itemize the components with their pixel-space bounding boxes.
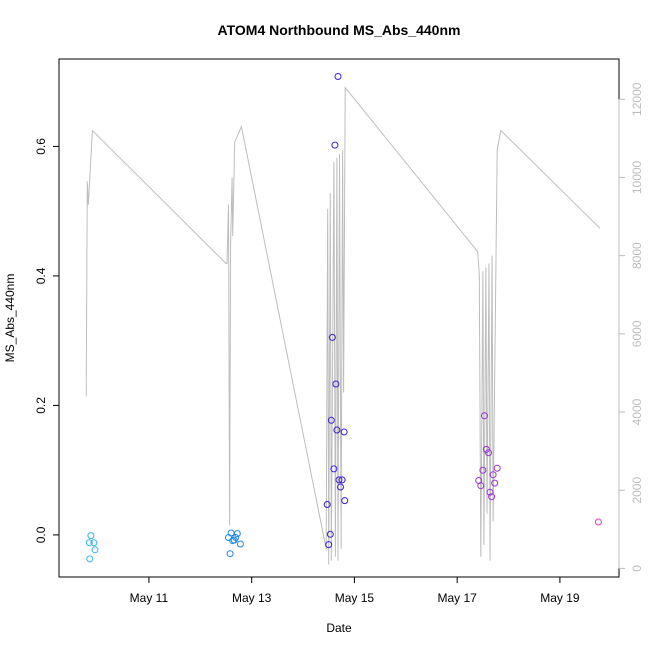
x-tick-label: May 15 [335,591,375,605]
y2-axis: 0 2000 4000 6000 8000 10000 12000 [618,82,644,572]
data-point [333,426,341,434]
data-point [233,530,241,538]
data-point [332,380,340,388]
x-tick-label: May 19 [540,591,580,605]
data-point [488,493,496,501]
y2-tick-label: 0 [630,565,644,572]
data-point [232,534,240,541]
y2-tick-label: 12000 [630,82,644,116]
data-point [91,546,99,554]
y2-tick-label: 4000 [630,398,644,425]
data-point [486,488,494,496]
data-point [338,476,346,484]
y-tick-label: 0.4 [34,267,48,284]
gray-line-layer [85,86,601,565]
data-point [335,476,343,484]
y-tick-label: 0.6 [34,138,48,155]
data-point [491,479,499,487]
data-point [331,141,339,149]
points-layer [85,73,602,563]
chart-title: ATOM4 Northbound MS_Abs_440nm [218,22,461,38]
data-point [326,530,334,538]
data-point [327,416,335,424]
data-point [226,550,234,558]
y-axis-label: MS_Abs_440nm [3,274,17,363]
data-point [493,464,501,472]
y-tick-label: 0.0 [34,526,48,543]
y2-tick-label: 6000 [630,320,644,347]
data-point [225,534,232,541]
y2-tick-label: 10000 [630,160,644,194]
data-point [85,539,93,547]
data-point [236,540,244,548]
data-point [480,412,488,420]
x-axis: May 11 May 13 May 15 May 17 May 19 [130,576,580,605]
x-axis-label: Date [326,621,352,635]
x-tick-label: May 17 [437,591,477,605]
data-point [337,483,344,491]
data-point [86,555,94,563]
data-point [341,497,349,505]
y2-tick-label: 2000 [630,477,644,504]
y-tick-label: 0.2 [34,397,48,414]
gray-series-line [85,86,601,565]
data-point [325,541,333,549]
data-point [340,428,348,436]
data-point [87,532,95,540]
data-point [479,466,487,474]
data-point [485,449,492,457]
data-point [489,471,497,479]
data-point [330,465,338,473]
data-point [477,482,485,490]
data-point [328,333,336,341]
data-point [90,539,98,547]
data-point [594,518,602,526]
y2-tick-label: 8000 [630,242,644,269]
x-tick-label: May 11 [130,591,169,605]
y-axis: 0.0 0.2 0.4 0.6 [34,138,60,543]
data-point [323,501,331,508]
data-point [334,73,342,80]
x-tick-label: May 13 [232,591,272,605]
